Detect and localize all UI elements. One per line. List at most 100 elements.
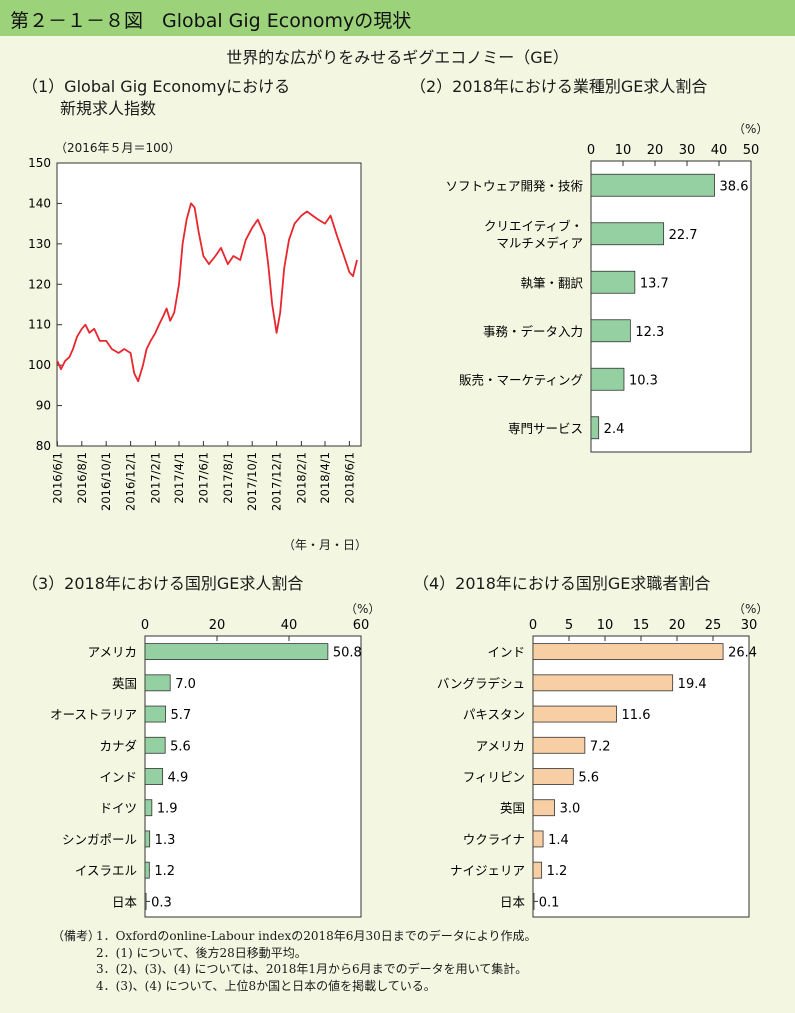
country-jobs-category-label: シンガポール — [62, 832, 137, 847]
x-tick-label: 2017/6/1 — [196, 452, 210, 504]
country-workers-value-label: 3.0 — [560, 802, 581, 817]
country-workers-category-label: パキスタン — [463, 707, 525, 722]
country-jobs-value-label: 5.6 — [170, 739, 191, 754]
country-workers-bar — [532, 674, 674, 692]
country-jobs-bar — [144, 736, 166, 754]
note-line: 2．(1) について、後方28日移動平均。 — [96, 945, 307, 960]
note-line: 3．(2)、(3)、(4) については、2018年1月から6月までのデータを用い… — [96, 962, 528, 976]
sector-category-label: 事務・データ入力 — [483, 324, 583, 339]
sector-bar — [590, 416, 600, 440]
country-jobs-category-label: オーストラリア — [50, 707, 137, 722]
country-jobs-value-label: 1.3 — [155, 833, 176, 848]
y-tick-label: 90 — [36, 399, 51, 413]
country-workers-bar — [532, 892, 535, 910]
y-tick-label: 140 — [28, 196, 51, 210]
country-jobs-value-label: 5.7 — [171, 708, 192, 723]
country-jobs-bar — [144, 705, 166, 723]
country-workers-value-label: 5.6 — [578, 771, 599, 786]
x-tick-label: 2018/6/1 — [342, 452, 356, 504]
country-jobs-bar — [144, 830, 151, 848]
country-workers-bar — [532, 643, 724, 661]
sector-x-tick-label: 40 — [711, 143, 728, 158]
sector-category-label: 専門サービス — [508, 421, 583, 436]
panel1-title-line2: 新規求人指数 — [60, 99, 157, 118]
x-tick-label: 2016/8/1 — [75, 452, 89, 504]
note-row-1: （備考）1．Oxfordのonline-Labour indexの2018年6月… — [52, 928, 536, 945]
panel2-unit: （%） — [733, 122, 769, 136]
country-workers-value-label: 7.2 — [590, 739, 611, 754]
country-jobs-x-tick-label: 40 — [281, 618, 298, 633]
country-jobs-value-label: 1.9 — [157, 802, 178, 817]
sector-bar — [590, 367, 625, 391]
note-line: 1．Oxfordのonline-Labour indexの2018年6月30日ま… — [96, 929, 537, 943]
y-tick-label: 120 — [28, 277, 51, 291]
x-tick-label: 2016/10/1 — [99, 452, 113, 511]
note-row-2: 2．(1) について、後方28日移動平均。 — [52, 945, 536, 962]
country-workers-x-tick-label: 20 — [669, 618, 686, 633]
figure-subtitle: 世界的な広がりをみせるギグエコノミー（GE） — [226, 48, 569, 67]
sector-x-tick-label: 50 — [743, 143, 760, 158]
panel4-title: （4）2018年における国別GE求職者割合 — [413, 574, 711, 593]
country-workers-bar — [532, 830, 544, 848]
x-tick-label: 2017/12/1 — [270, 452, 284, 511]
sector-value-label: 22.7 — [669, 228, 698, 243]
x-tick-label: 2017/4/1 — [172, 452, 186, 504]
figure-header: 第２－１－８図 Global Gig Economyの現状 — [0, 0, 795, 36]
sector-x-tick-label: 0 — [587, 143, 595, 158]
country-workers-x-tick-label: 15 — [633, 618, 650, 633]
country-workers-category-label: 日本 — [500, 894, 526, 909]
index-series-line — [56, 202, 358, 383]
country-jobs-x-tick-label: 20 — [209, 618, 226, 633]
country-workers-x-tick-label: 25 — [705, 618, 722, 633]
panel3-unit: （%） — [345, 602, 381, 616]
country-jobs-value-label: 0.3 — [151, 895, 172, 910]
country-workers-x-tick-label: 10 — [597, 618, 614, 633]
x-tick-label: 2018/2/1 — [294, 452, 308, 504]
country-jobs-x-tick-label: 60 — [353, 618, 370, 633]
sector-category-label: ソフトウェア開発・技術 — [445, 178, 583, 193]
country-workers-category-label: バングラデシュ — [437, 676, 525, 691]
country-workers-value-label: 1.4 — [548, 833, 569, 848]
panel1-xlabel: （年・月・日） — [283, 538, 368, 552]
country-workers-value-label: 11.6 — [622, 708, 651, 723]
x-tick-label: 2017/8/1 — [221, 452, 235, 504]
y-tick-label: 150 — [28, 156, 51, 170]
country-workers-category-label: ナイジェリア — [450, 863, 525, 878]
country-jobs-category-label: インド — [99, 770, 137, 785]
country-workers-bar — [532, 705, 617, 723]
country-workers-bar — [532, 768, 574, 785]
country-workers-value-label: 1.2 — [547, 864, 568, 879]
country-workers-value-label: 0.1 — [539, 895, 560, 910]
country-workers-category-label: 英国 — [500, 801, 525, 816]
panel4-unit: （%） — [733, 602, 769, 616]
country-workers-x-tick-label: 30 — [741, 618, 758, 633]
y-tick-label: 130 — [28, 237, 51, 251]
country-workers-category-label: フィリピン — [463, 770, 525, 785]
sector-x-tick-label: 10 — [615, 143, 632, 158]
country-jobs-value-label: 1.2 — [154, 864, 175, 879]
country-jobs-bar — [144, 799, 153, 817]
country-jobs-x-tick-label: 0 — [141, 618, 149, 633]
country-jobs-bar — [144, 892, 147, 910]
country-workers-x-tick-label: 0 — [529, 618, 537, 633]
country-jobs-bar — [144, 768, 164, 785]
sector-category-label: 執筆・翻訳 — [520, 275, 583, 290]
y-tick-label: 100 — [28, 358, 51, 372]
country-jobs-value-label: 50.8 — [333, 646, 362, 661]
sector-value-label: 2.4 — [604, 422, 625, 437]
sector-bar — [590, 222, 665, 246]
sector-category-label: クリエイティブ・ — [484, 218, 583, 233]
sector-value-label: 13.7 — [640, 276, 669, 291]
country-jobs-category-label: イスラエル — [75, 863, 137, 878]
country-workers-value-label: 26.4 — [728, 646, 757, 661]
note-row-3: 3．(2)、(3)、(4) については、2018年1月から6月までのデータを用い… — [52, 961, 536, 978]
x-tick-label: 2016/12/1 — [124, 452, 138, 511]
country-jobs-category-label: カナダ — [99, 738, 137, 753]
country-jobs-bar — [144, 643, 329, 661]
country-workers-bar — [532, 861, 543, 879]
country-workers-category-label: インド — [487, 645, 525, 660]
note-row-4: 4．(3)、(4) について、上位8か国と日本の値を掲載している。 — [52, 978, 536, 995]
figure-title: 第２－１－８図 Global Gig Economyの現状 — [10, 10, 412, 32]
sector-x-tick-label: 20 — [647, 143, 664, 158]
